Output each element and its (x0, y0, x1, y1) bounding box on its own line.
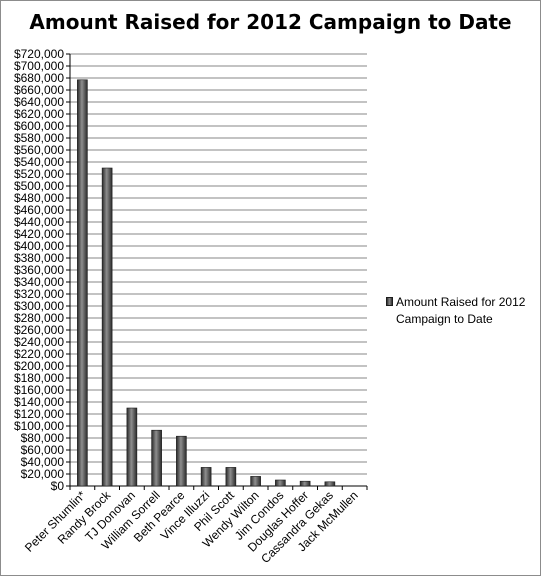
bar (250, 476, 261, 487)
bar (225, 467, 237, 487)
y-tick-label: $220,000 (14, 347, 64, 361)
y-tick-label: $400,000 (14, 239, 64, 253)
y-tick-label: $60,000 (21, 443, 65, 457)
y-tick-label: $0 (51, 479, 65, 493)
y-tick-label: $680,000 (14, 71, 64, 85)
y-tick-label: $420,000 (14, 227, 64, 241)
y-tick-label: $600,000 (14, 119, 64, 133)
y-tick-label: $700,000 (14, 59, 64, 73)
gridlines (70, 53, 367, 475)
y-tick-label: $480,000 (14, 191, 64, 205)
y-tick-label: $40,000 (21, 455, 65, 469)
y-tick-label: $100,000 (14, 419, 64, 433)
y-tick-label: $80,000 (21, 431, 65, 445)
y-tick-label: $200,000 (14, 359, 64, 373)
bar (126, 407, 138, 487)
y-tick-label: $180,000 (14, 371, 64, 385)
y-tick-label: $120,000 (14, 407, 64, 421)
bar (77, 79, 88, 487)
y-tick-label: $20,000 (21, 467, 65, 481)
y-tick-label: $320,000 (14, 287, 64, 301)
y-tick-label: $260,000 (14, 323, 64, 337)
bar (324, 481, 336, 487)
y-tick-label: $380,000 (14, 251, 64, 265)
legend-label: Amount Raised for 2012 Campaign to Date (396, 295, 526, 326)
y-tick-label: $640,000 (14, 95, 64, 109)
bar (275, 479, 286, 487)
y-tick-label: $720,000 (14, 47, 64, 61)
bar (176, 435, 187, 487)
y-tick-label: $460,000 (14, 203, 64, 217)
y-tick-label: $560,000 (14, 143, 64, 157)
y-tick-label: $140,000 (14, 395, 64, 409)
bar (200, 467, 212, 487)
y-tick-label: $160,000 (14, 383, 64, 397)
chart-title: Amount Raised for 2012 Campaign to Date (29, 10, 512, 34)
bars (77, 79, 336, 487)
y-tick-label: $500,000 (14, 179, 64, 193)
bar (151, 429, 162, 487)
y-tick-label: $620,000 (14, 107, 64, 121)
y-tick-label: $580,000 (14, 131, 64, 145)
bar (299, 480, 311, 487)
axes (66, 53, 368, 490)
y-tick-label: $340,000 (14, 275, 64, 289)
y-tick-label: $280,000 (14, 311, 64, 325)
y-tick-label: $540,000 (14, 155, 64, 169)
y-tick-label: $660,000 (14, 83, 64, 97)
y-tick-label: $520,000 (14, 167, 64, 181)
y-tick-label: $440,000 (14, 215, 64, 229)
bar (101, 167, 113, 487)
y-tick-label: $300,000 (14, 299, 64, 313)
y-tick-label: $360,000 (14, 263, 64, 277)
y-tick-label: $240,000 (14, 335, 64, 349)
legend-swatch (386, 297, 393, 306)
y-axis-tick-labels: $0$20,000$40,000$60,000$80,000$100,000$1… (14, 47, 64, 493)
